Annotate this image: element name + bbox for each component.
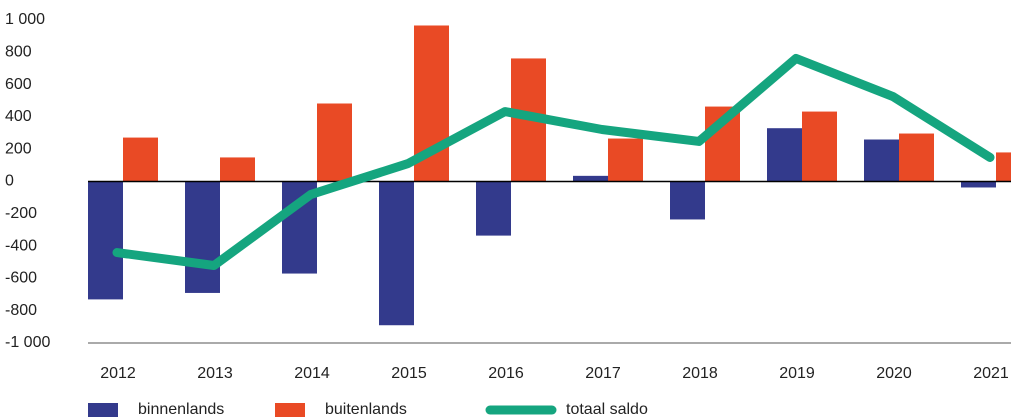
bar bbox=[899, 133, 934, 182]
legend-label: totaal saldo bbox=[566, 401, 648, 418]
bar bbox=[185, 181, 220, 293]
x-tick-label: 2012 bbox=[100, 365, 136, 382]
y-tick-label: -400 bbox=[5, 237, 37, 254]
bar bbox=[220, 157, 255, 182]
y-tick-label: -600 bbox=[5, 270, 37, 287]
legend-swatch bbox=[88, 403, 118, 417]
bar bbox=[670, 181, 705, 220]
bar bbox=[88, 181, 123, 300]
bar bbox=[961, 181, 996, 188]
bar bbox=[476, 181, 511, 236]
bar bbox=[317, 103, 352, 182]
legend-swatch bbox=[275, 403, 305, 417]
bar bbox=[864, 139, 899, 182]
legend-label: binnenlands bbox=[138, 401, 224, 418]
x-tick-label: 2017 bbox=[585, 365, 621, 382]
bar bbox=[767, 128, 802, 182]
x-tick-label: 2019 bbox=[779, 365, 815, 382]
x-tick-label: 2013 bbox=[197, 365, 233, 382]
x-tick-label: 2020 bbox=[876, 365, 912, 382]
y-tick-label: 200 bbox=[5, 140, 32, 157]
x-tick-label: 2015 bbox=[391, 365, 427, 382]
bar bbox=[608, 138, 643, 182]
bar bbox=[379, 181, 414, 326]
legend-label: buitenlands bbox=[325, 401, 407, 418]
x-tick-label: 2016 bbox=[488, 365, 524, 382]
y-tick-label: -200 bbox=[5, 205, 37, 222]
x-tick-label: 2021 bbox=[973, 365, 1009, 382]
bar bbox=[123, 137, 158, 182]
y-tick-label: 1 000 bbox=[5, 11, 45, 28]
y-tick-label: 0 bbox=[5, 173, 14, 190]
x-tick-label: 2014 bbox=[294, 365, 330, 382]
y-tick-label: 600 bbox=[5, 76, 32, 93]
y-tick-label: 800 bbox=[5, 44, 32, 61]
bar bbox=[573, 175, 608, 182]
y-tick-label: -800 bbox=[5, 302, 37, 319]
y-tick-label: -1 000 bbox=[5, 334, 50, 351]
bar bbox=[996, 152, 1011, 182]
bar bbox=[802, 111, 837, 182]
y-tick-label: 400 bbox=[5, 108, 32, 125]
x-tick-label: 2018 bbox=[682, 365, 718, 382]
line bbox=[112, 53, 995, 270]
